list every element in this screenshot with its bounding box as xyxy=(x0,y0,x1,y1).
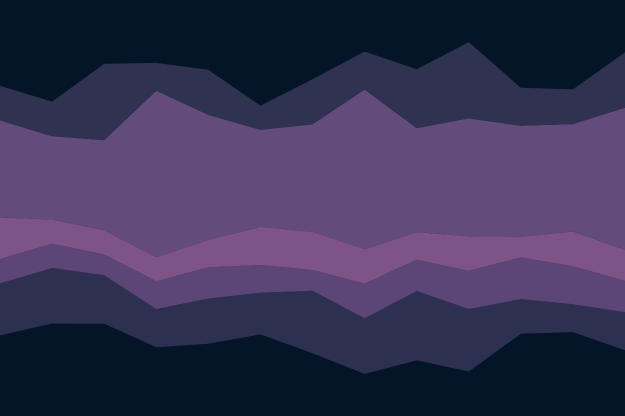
stream-layer-2 xyxy=(0,243,625,319)
stream-layer-4 xyxy=(0,89,625,258)
stream-layers xyxy=(0,42,625,374)
stream-layer-3 xyxy=(0,217,625,284)
stream-layer-5 xyxy=(0,42,625,141)
stream-layer-1 xyxy=(0,268,625,374)
